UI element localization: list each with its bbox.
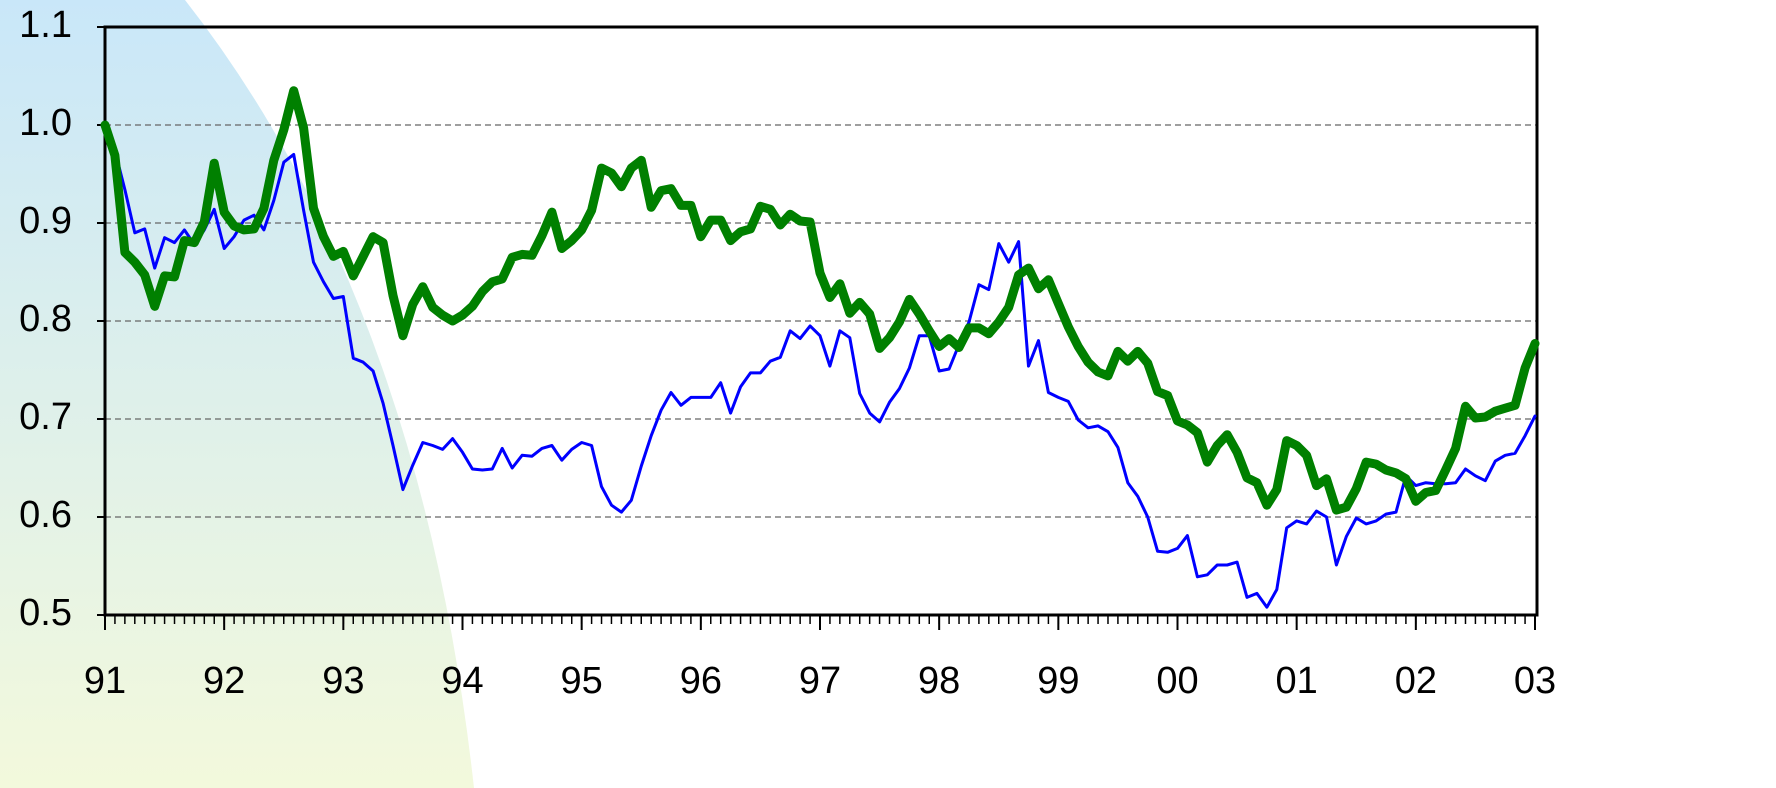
- x-tick-label: 96: [680, 660, 722, 702]
- x-tick-label: 92: [203, 660, 245, 702]
- y-tick-label: 0.9: [19, 200, 72, 242]
- x-tick-label: 01: [1276, 660, 1318, 702]
- x-tick-label: 98: [918, 660, 960, 702]
- x-tick-label: 97: [799, 660, 841, 702]
- y-tick-label: 0.7: [19, 396, 72, 438]
- x-tick-label: 03: [1514, 660, 1556, 702]
- y-tick-label: 1.0: [19, 102, 72, 144]
- x-tick-label: 00: [1156, 660, 1198, 702]
- x-tick-label: 02: [1395, 660, 1437, 702]
- y-tick-label: 1.1: [19, 4, 72, 46]
- y-tick-label: 0.8: [19, 298, 72, 340]
- x-tick-label: 95: [561, 660, 603, 702]
- x-tick-label: 91: [84, 660, 126, 702]
- y-tick-label: 0.6: [19, 494, 72, 536]
- x-tick-label: 94: [441, 660, 483, 702]
- chart: 0.5 0.6 0.7 0.8 0.9 1.0 1.1 91 92 93 94 95 96 97 98 99 0…: [0, 0, 1776, 788]
- y-tick-label: 0.5: [19, 592, 72, 634]
- x-tick-label: 93: [322, 660, 364, 702]
- x-tick-label: 99: [1037, 660, 1079, 702]
